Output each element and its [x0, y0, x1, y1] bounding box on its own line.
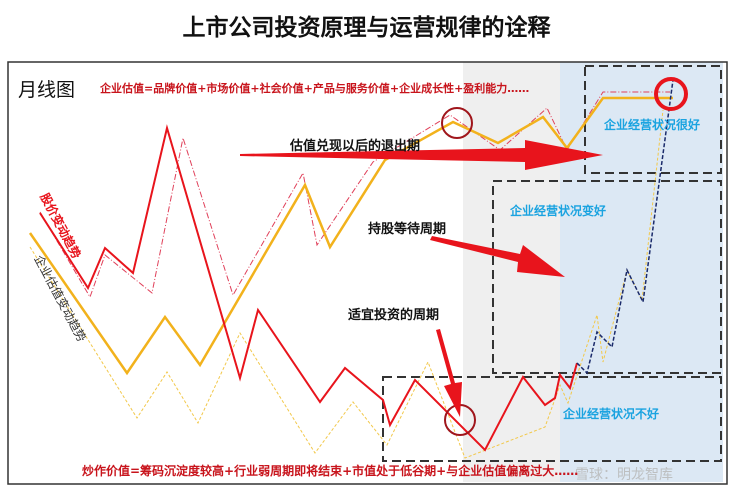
stock-price-dashdot-line	[39, 91, 670, 299]
invest-period-label: 适宜投资的周期	[348, 307, 439, 323]
zone-label-bad: 企业经营状况不好	[562, 406, 659, 421]
exit-arrow	[240, 140, 603, 170]
peak-highlight-circle	[654, 77, 688, 111]
zone-label-improving: 企业经营状况变好	[509, 203, 606, 218]
zone-label-very-good: 企业经营状况很好	[603, 117, 700, 132]
chart-frame	[7, 61, 728, 485]
zone-box-improving	[492, 180, 722, 374]
exit-highlight-circle	[441, 107, 473, 139]
stock-price-projection-line	[576, 79, 674, 375]
invest-arrow	[436, 329, 462, 417]
exit-period-label: 估值兑现以后的退出期	[289, 138, 420, 154]
zone-box-very-good	[584, 65, 722, 174]
speculation-formula: 炒作价值=筹码沉淀度较高+行业弱周期即将结束+市值处于低谷期+与企业估值偏离过大…	[82, 463, 578, 478]
valuation-trend-line	[28, 96, 673, 376]
hold-arrow	[430, 236, 565, 277]
valuation-dotted-line	[29, 109, 664, 459]
hold-period-label: 持股等待周期	[368, 221, 446, 237]
page-title: 上市公司投资原理与运营规律的诠释	[182, 15, 551, 41]
watermark: 雪球：明龙智库	[575, 467, 673, 483]
valuation-formula: 企业估值=品牌价值+市场价值+社会价值+产品与服务价值+企业成长性+盈利能力……	[99, 81, 529, 95]
zone-box-bad	[382, 376, 722, 462]
chart-label: 月线图	[18, 79, 75, 101]
blue-zone	[560, 62, 723, 482]
valuation-series-label: 企业估值变动趋势	[31, 252, 89, 344]
stock-price-trend-line	[39, 124, 578, 452]
stock-price-series-label: 股价变动趋势	[37, 190, 84, 261]
